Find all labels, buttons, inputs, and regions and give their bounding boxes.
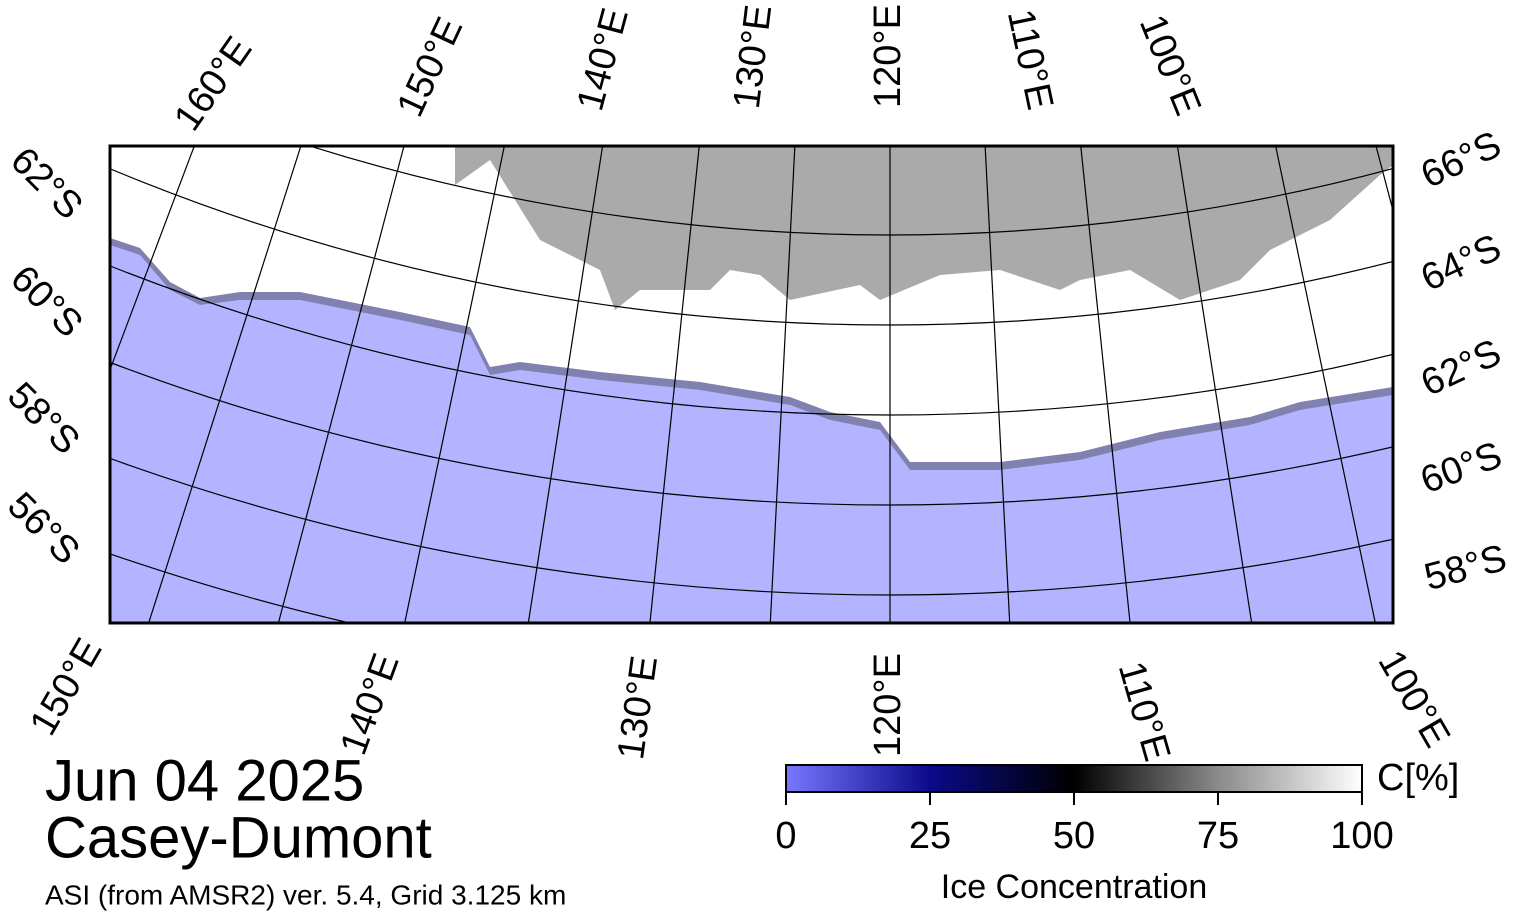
right-label: 62°S	[1415, 332, 1508, 405]
meridian	[110, 146, 195, 372]
bottom-label: 150°E	[22, 632, 110, 743]
colorbar-tick-label: 25	[909, 815, 951, 857]
colorbar-tick-label: 0	[775, 815, 796, 857]
bottom-label: 100°E	[1370, 644, 1458, 755]
left-label: 56°S	[0, 484, 88, 572]
meridian	[984, 146, 1011, 623]
colorbar-tick-label: 100	[1330, 815, 1393, 857]
top-label: 110°E	[999, 6, 1061, 114]
top-label: 100°E	[1131, 9, 1209, 121]
colorbar-ramp	[785, 764, 1363, 793]
product: ASI (from AMSR2) ver. 5.4, Grid 3.125 km	[45, 879, 566, 910]
meridian	[277, 146, 405, 623]
left-label: 60°S	[2, 257, 90, 345]
top-label: 120°E	[867, 4, 909, 108]
top-label: 160°E	[166, 29, 260, 138]
colorbar-unit: C[%]	[1377, 757, 1459, 799]
meridian	[1080, 146, 1131, 623]
meridian	[148, 146, 302, 623]
meridian	[1176, 146, 1253, 623]
top-label: 150°E	[389, 11, 471, 123]
top-label: 140°E	[569, 4, 636, 115]
bottom-label: 110°E	[1110, 657, 1178, 766]
colorbar-tick-label: 50	[1053, 815, 1095, 857]
meridian	[404, 146, 505, 623]
top-label: 130°E	[726, 3, 780, 111]
meridian	[769, 146, 796, 623]
colorbar-label: Ice Concentration	[941, 868, 1208, 906]
right-label: 60°S	[1415, 434, 1507, 502]
meridian	[1275, 146, 1376, 623]
left-label: 58°S	[0, 374, 88, 462]
colorbar-tick-label: 75	[1197, 815, 1239, 857]
map-frame	[108, 144, 1395, 625]
meridian	[527, 146, 604, 623]
bottom-label: 140°E	[333, 648, 408, 760]
land	[455, 146, 1393, 310]
bottom-label: 120°E	[867, 653, 909, 757]
meridian	[649, 146, 700, 623]
region: Casey-Dumont	[45, 805, 432, 870]
date: Jun 04 2025	[45, 748, 364, 813]
right-label: 58°S	[1420, 537, 1511, 599]
right-label: 66°S	[1415, 124, 1508, 197]
bottom-label: 130°E	[610, 653, 666, 762]
left-label: 62°S	[2, 139, 90, 227]
colorbar: C[%] Ice Concentration 0 25 50 75 100	[775, 757, 1459, 906]
right-label: 64°S	[1415, 227, 1508, 300]
